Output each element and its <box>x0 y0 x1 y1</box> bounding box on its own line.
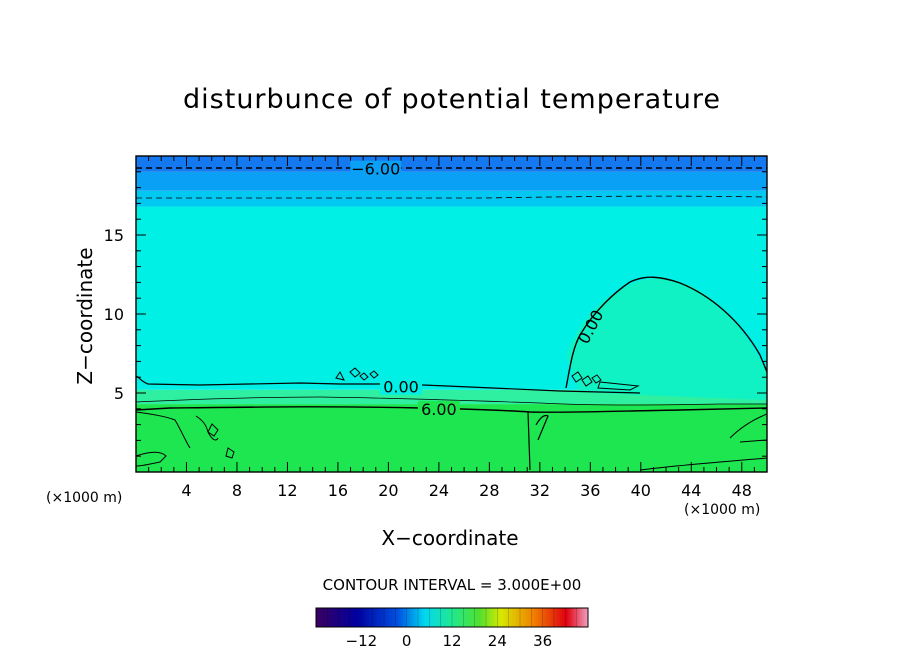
x-tick-label: 28 <box>479 481 499 500</box>
contour-label: 0.00 <box>383 378 419 397</box>
contour-label: −6.00 <box>351 160 400 179</box>
x-tick-label: 48 <box>732 481 752 500</box>
y-unit-label: (×1000 m) <box>684 502 761 518</box>
y-axis-label: Z−coordinate <box>73 247 97 385</box>
colorbar-tick-labels: −12 0 12 24 36 <box>346 632 553 650</box>
colorbar-divisions <box>315 608 589 627</box>
colorbar-tick-label: 0 <box>402 632 412 650</box>
contour-6-bottom-left <box>136 451 167 467</box>
y-tick-label: 10 <box>104 305 124 324</box>
x-tick-label: 24 <box>429 481 449 500</box>
x-tick-label: 44 <box>681 481 701 500</box>
contour-lines <box>136 167 767 471</box>
x-tick-label: 20 <box>378 481 398 500</box>
band-4 <box>136 171 767 191</box>
colorbar <box>315 607 589 628</box>
x-tick-label: 36 <box>580 481 600 500</box>
contour-zero-main <box>136 375 641 394</box>
x-tick-label: 12 <box>277 481 297 500</box>
contour-minus3 <box>136 195 767 199</box>
x-tick-label: 32 <box>530 481 550 500</box>
contour-6-left-lobe <box>136 411 235 459</box>
x-tick-label: 8 <box>232 481 242 500</box>
contour-zero-dome <box>565 276 767 389</box>
band-3 <box>136 190 767 207</box>
x-tick-label: 4 <box>181 481 191 500</box>
x-tick-label: 40 <box>631 481 651 500</box>
contour-6 <box>136 406 767 413</box>
contour-label: 6.00 <box>421 400 457 419</box>
x-tick-label: 16 <box>328 481 348 500</box>
contour-6-mid-notch <box>527 411 549 471</box>
x-unit-label: (×1000 m) <box>46 490 123 506</box>
colorbar-tick-label: 24 <box>488 632 507 650</box>
contour-interval-text: CONTOUR INTERVAL = 3.000E+00 <box>322 576 582 594</box>
contour-label-bg <box>350 160 402 177</box>
y-tick-label: 5 <box>114 384 124 403</box>
contour-label-bg <box>417 400 460 417</box>
contour-labels: −6.000.000.006.00 <box>350 160 608 419</box>
colorbar-tick-label: 36 <box>533 632 552 650</box>
contour-zero-blobs <box>335 367 640 391</box>
contour-3 <box>136 396 767 406</box>
colorbar-tick-label: −12 <box>346 632 378 650</box>
contour-label-bg <box>380 378 423 395</box>
x-axis-label: X−coordinate <box>381 526 519 550</box>
colorbar-tick-label: 12 <box>442 632 461 650</box>
y-tick-label: 15 <box>104 226 124 245</box>
dome-region <box>566 278 767 400</box>
axis-ticks <box>136 156 767 472</box>
chart-title: disturbunce of potential temperature <box>183 84 721 115</box>
